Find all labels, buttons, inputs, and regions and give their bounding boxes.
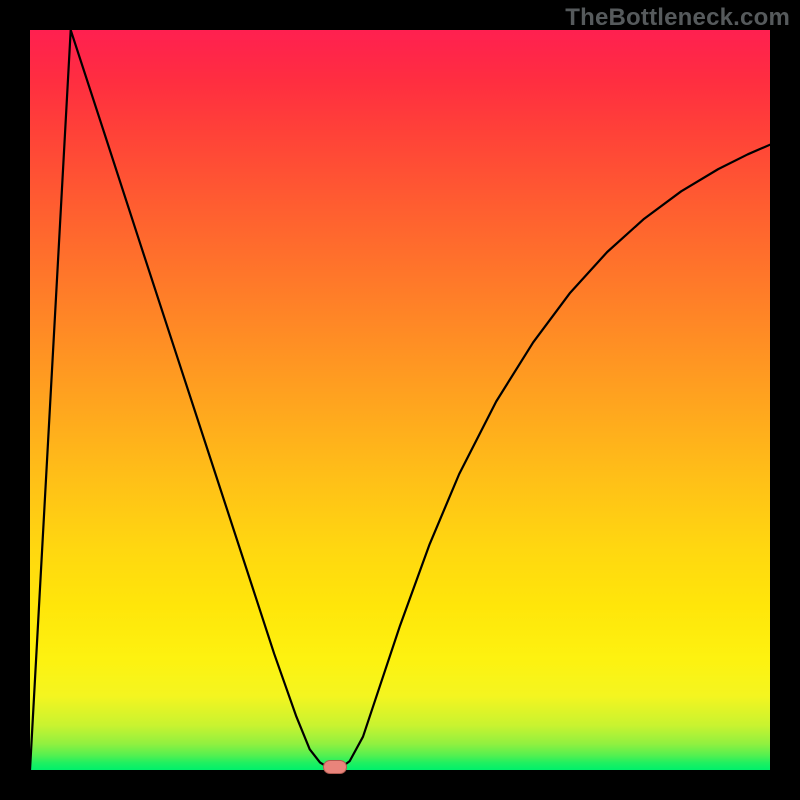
minimum-marker <box>323 760 347 774</box>
bottleneck-curve <box>30 30 770 770</box>
curve-layer <box>30 30 770 770</box>
chart-frame: TheBottleneck.com <box>0 0 800 800</box>
plot-area <box>30 30 770 770</box>
watermark-text: TheBottleneck.com <box>565 4 790 32</box>
